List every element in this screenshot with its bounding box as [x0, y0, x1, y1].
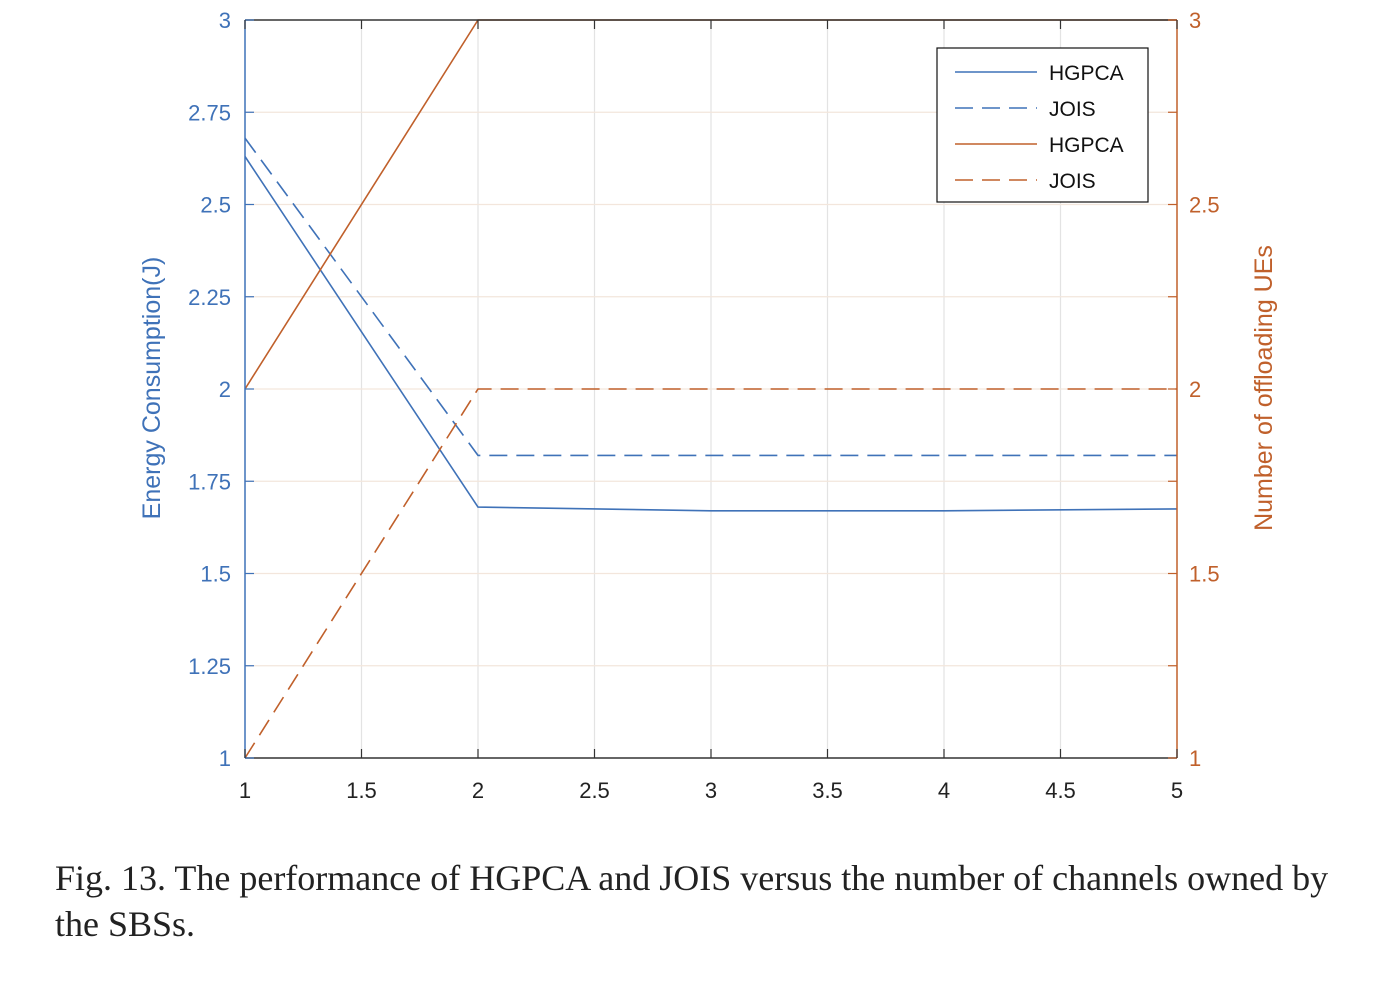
left-tick-label: 2.25	[188, 285, 231, 310]
right-tick-label: 3	[1189, 8, 1201, 33]
x-tick-label: 3	[705, 778, 717, 803]
right-tick-label: 1	[1189, 746, 1201, 771]
x-tick-label: 4.5	[1045, 778, 1076, 803]
left-tick-label: 2	[219, 377, 231, 402]
x-tick-label: 2.5	[579, 778, 610, 803]
left-tick-label: 2.75	[188, 100, 231, 125]
legend-label: HGPCA	[1049, 62, 1124, 85]
left-tick-label: 1.25	[188, 654, 231, 679]
legend-box	[936, 47, 1149, 203]
right-axis-label: Number of offloading UEs	[1250, 245, 1278, 531]
legend: HGPCA JOIS HGPCA JOIS	[936, 47, 1149, 203]
left-tick-label: 1.75	[188, 469, 231, 494]
chart: 1 1.25 1.5 1.75 2 2.25 2.5 2.75 3 1 1.5 2 2.5 3 1 1.5…	[138, 8, 1278, 803]
right-axis-ticks: 1 1.5 2 2.5 3	[1168, 8, 1220, 771]
legend-label: JOIS	[1049, 170, 1096, 193]
legend-label: HGPCA	[1049, 134, 1124, 157]
left-tick-label: 1	[219, 746, 231, 771]
series-line-2	[244, 137, 1177, 457]
left-tick-label: 1.5	[200, 562, 231, 587]
x-tick-label: 4	[938, 778, 950, 803]
left-tick-label: 2.5	[200, 193, 231, 218]
x-tick-label: 1.5	[346, 778, 377, 803]
x-tick-label: 5	[1171, 778, 1183, 803]
right-tick-label: 2	[1189, 377, 1201, 402]
x-tick-label: 3.5	[812, 778, 843, 803]
left-axis-label: Energy Consumption(J)	[138, 257, 166, 520]
series-line-1	[244, 156, 1178, 512]
right-tick-label: 2.5	[1189, 193, 1220, 218]
legend-label: JOIS	[1049, 98, 1096, 121]
x-tick-label: 1	[239, 778, 251, 803]
figure-caption: Fig. 13. The performance of HGPCA and JO…	[55, 858, 1329, 944]
x-axis-ticks: 1 1.5 2 2.5 3 3.5 4 4.5 5	[239, 20, 1183, 803]
left-axis-ticks: 1 1.25 1.5 1.75 2 2.25 2.5 2.75 3	[188, 8, 254, 771]
right-tick-label: 1.5	[1189, 562, 1220, 587]
x-tick-label: 2	[472, 778, 484, 803]
series-line-4	[244, 388, 1177, 759]
left-tick-label: 3	[219, 8, 231, 33]
